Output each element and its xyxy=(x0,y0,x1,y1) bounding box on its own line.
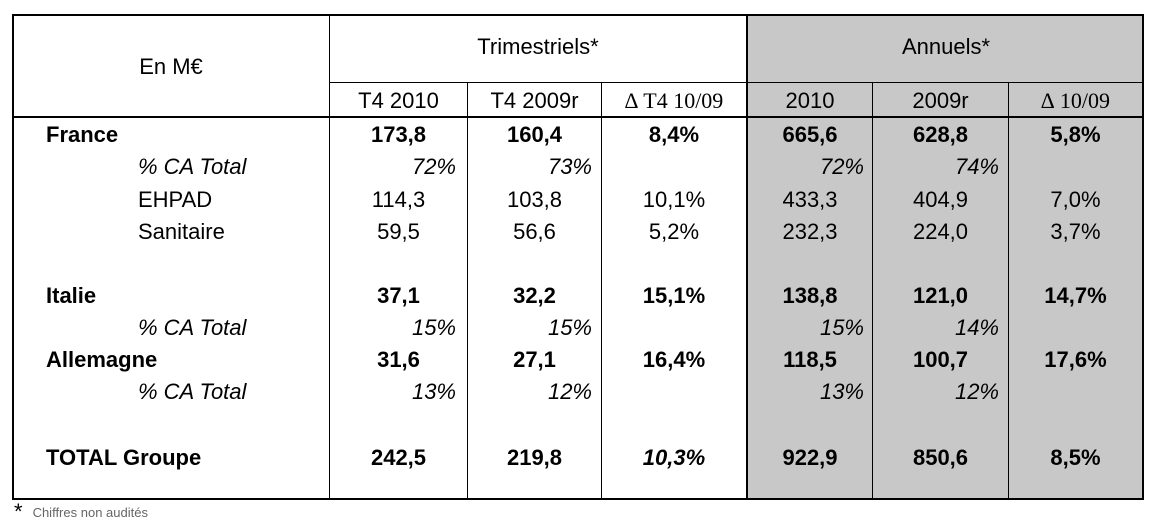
row-label-total: TOTAL Groupe xyxy=(46,445,202,470)
cell: 15% xyxy=(819,315,864,340)
header-bottom-rule xyxy=(12,116,1144,118)
cell: 73% xyxy=(547,154,592,179)
cell: 7,0% xyxy=(1050,187,1101,212)
quarterly-group-header: Trimestriels* xyxy=(477,34,599,59)
cell: 138,8 xyxy=(782,283,838,308)
cell: 173,8 xyxy=(370,122,427,147)
cell: 10,1% xyxy=(642,187,706,212)
cell: 10,3% xyxy=(642,445,706,470)
row-label-allemagne-pct: % CA Total xyxy=(138,379,247,404)
cell: 74% xyxy=(954,154,999,179)
cell: 628,8 xyxy=(912,122,969,147)
cell: 13% xyxy=(819,379,864,404)
row-label-allemagne: Allemagne xyxy=(46,347,158,372)
col-header-2009r: 2009r xyxy=(912,88,969,113)
cell: 72% xyxy=(411,154,456,179)
annual-group-header: Annuels* xyxy=(901,34,991,59)
col-divider xyxy=(601,82,602,500)
cell: 56,6 xyxy=(513,219,556,244)
col-divider xyxy=(467,82,468,500)
cell: 665,6 xyxy=(782,122,838,147)
cell: 103,8 xyxy=(506,187,563,212)
cell: 160,4 xyxy=(506,122,563,147)
cell: 3,7% xyxy=(1050,219,1101,244)
col-header-delta-t4: ∆ T4 10/09 xyxy=(624,88,724,113)
row-label-italie: Italie xyxy=(46,283,97,308)
cell: 15,1% xyxy=(642,283,706,308)
cell: 15% xyxy=(411,315,456,340)
cell: 14,7% xyxy=(1044,283,1107,308)
cell: 8,4% xyxy=(648,122,700,147)
cell: 224,0 xyxy=(912,219,969,244)
footnote-text: Chiffres non audités xyxy=(32,505,148,521)
cell: 32,2 xyxy=(513,283,556,308)
cell: 15% xyxy=(547,315,592,340)
cell: 922,9 xyxy=(782,445,838,470)
footnote: * Chiffres non audités xyxy=(14,499,148,524)
annual-section-background xyxy=(746,14,1144,500)
cell: 219,8 xyxy=(506,445,563,470)
cell: 14% xyxy=(954,315,999,340)
cell: 13% xyxy=(411,379,456,404)
cell: 850,6 xyxy=(912,445,969,470)
cell: 5,2% xyxy=(648,219,700,244)
row-label-ehpad: EHPAD xyxy=(138,187,213,212)
col-divider xyxy=(1008,82,1009,500)
cell: 114,3 xyxy=(371,187,426,212)
cell: 27,1 xyxy=(513,347,556,372)
col-divider xyxy=(872,82,873,500)
row-label-sanitaire: Sanitaire xyxy=(138,219,225,244)
header-divider xyxy=(329,82,1144,83)
col-header-delta-annual: ∆ 10/09 xyxy=(1040,88,1111,113)
cell: 404,9 xyxy=(912,187,969,212)
row-label-france-pct: % CA Total xyxy=(138,154,247,179)
row-label-france: France xyxy=(46,122,119,147)
results-table xyxy=(12,14,1144,500)
cell: 72% xyxy=(819,154,864,179)
cell: 12% xyxy=(954,379,999,404)
unit-label: En M€ xyxy=(139,54,203,79)
cell: 17,6% xyxy=(1044,347,1107,372)
col-header-2010: 2010 xyxy=(785,88,835,113)
cell: 5,8% xyxy=(1050,122,1101,147)
cell: 118,5 xyxy=(783,347,837,372)
col-header-t4-2009r: T4 2009r xyxy=(490,88,579,113)
footnote-mark: * xyxy=(14,499,23,524)
cell: 8,5% xyxy=(1050,445,1101,470)
col-header-t4-2010: T4 2010 xyxy=(358,88,439,113)
row-label-italie-pct: % CA Total xyxy=(138,315,247,340)
cell: 232,3 xyxy=(782,219,838,244)
cell: 37,1 xyxy=(377,283,420,308)
cell: 433,3 xyxy=(782,187,838,212)
col-divider xyxy=(329,14,330,500)
cell: 121,0 xyxy=(912,283,969,308)
cell: 12% xyxy=(547,379,592,404)
cell: 16,4% xyxy=(642,347,706,372)
cell: 242,5 xyxy=(370,445,427,470)
cell: 31,6 xyxy=(377,347,420,372)
cell: 100,7 xyxy=(912,347,969,372)
cell: 59,5 xyxy=(377,219,420,244)
